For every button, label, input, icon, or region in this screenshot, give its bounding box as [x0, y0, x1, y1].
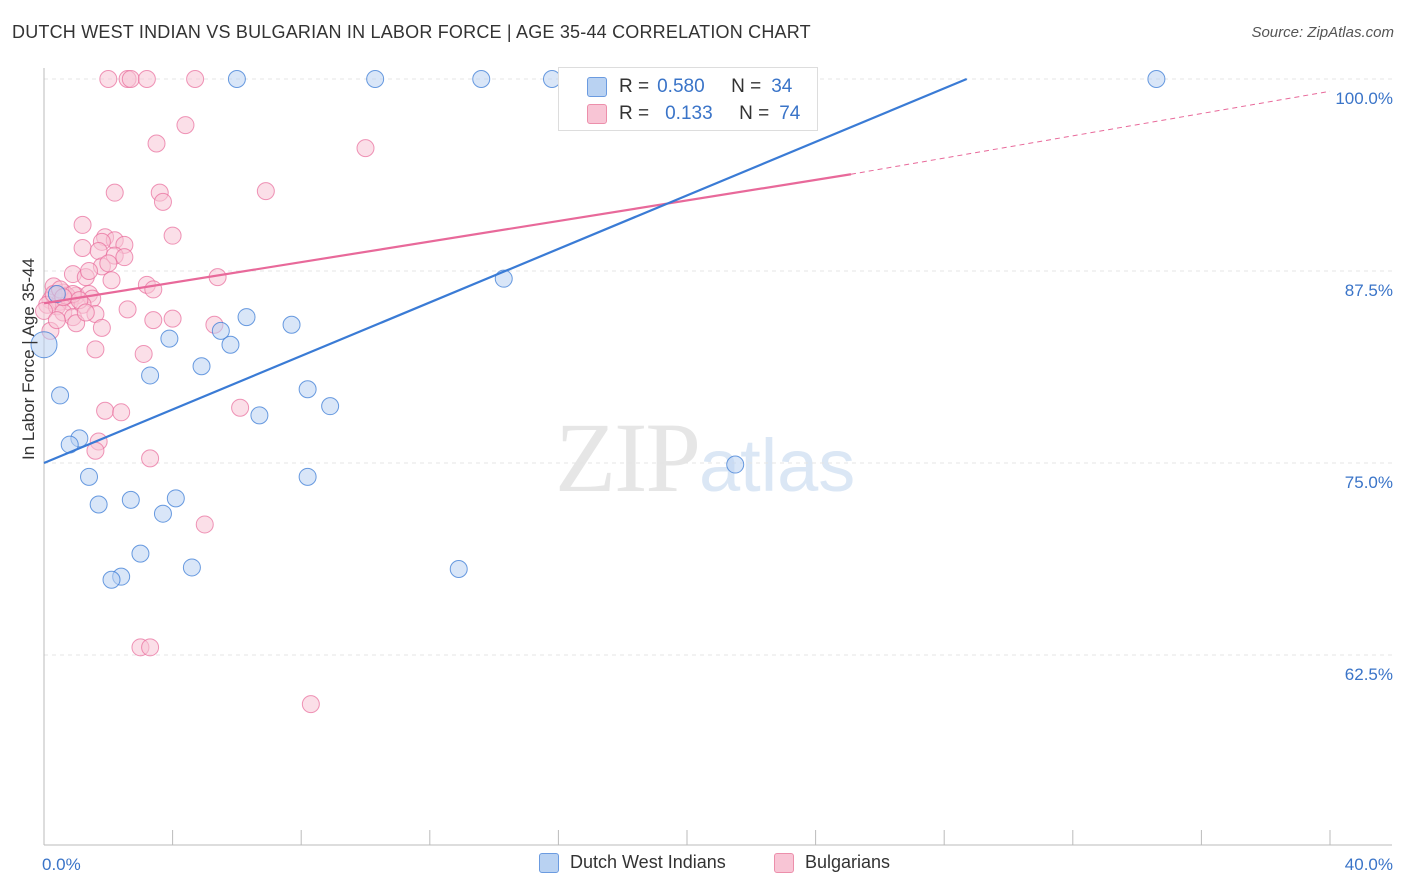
bulgarian-point: [99, 254, 118, 273]
legend-r-label: R =: [619, 103, 650, 124]
dutch-west-indian-point: [80, 467, 99, 486]
dutch-west-indian-point: [89, 495, 108, 514]
dutch-west-indian-point: [192, 357, 211, 376]
bulgarian-point: [118, 300, 137, 319]
bulgarian-point: [137, 70, 156, 88]
bulgarian-point: [176, 116, 195, 135]
bulgarian-point: [186, 70, 205, 88]
dutch-west-indian-trend-line: [43, 77, 968, 465]
bulgarian-point: [121, 70, 140, 88]
bulgarian-point: [144, 280, 163, 299]
bulgarian-point: [144, 311, 163, 330]
legend-n-label: N =: [739, 103, 770, 124]
source-label: Source: ZipAtlas.com: [1251, 24, 1394, 41]
bulgarian-point: [147, 134, 166, 153]
bulgarian-point: [96, 401, 115, 420]
bulgarian-point: [153, 192, 172, 211]
legend-n-label: N =: [731, 76, 762, 97]
dutch-west-indian-point: [726, 455, 745, 474]
bottom-legend: Dutch West Indians Bulgarians: [0, 852, 1406, 880]
dutch-west-indian-point: [47, 285, 66, 304]
dutch-west-indian-point: [166, 489, 185, 508]
watermark-atlas: atlas: [699, 424, 856, 507]
legend-row-bulgarian: R = 0.133 N = 74: [559, 100, 800, 128]
bulgarian-point: [102, 271, 121, 290]
dutch-west-indian-point: [51, 386, 70, 405]
legend-swatch-pink: [587, 104, 607, 124]
bulgarian-point: [163, 309, 182, 328]
dutch-west-indian-point: [211, 321, 230, 340]
dutch-west-indian-point: [121, 490, 140, 509]
bulgarian-point: [141, 638, 160, 657]
dutch-west-indian-point: [298, 467, 317, 486]
legend-row-dutch: R = 0.580 N = 34: [559, 73, 792, 101]
bulgarian-point: [76, 303, 95, 322]
bulgarian-point: [92, 318, 111, 337]
dutch-west-indian-point: [221, 335, 240, 354]
watermark: ZIPatlas: [555, 400, 855, 515]
bulgarian-point: [99, 70, 118, 88]
legend-r-value: 0.133: [665, 103, 713, 124]
legend-r-label: R =: [619, 76, 650, 97]
y-tick-label: 87.5%: [1345, 281, 1393, 300]
dutch-west-indian-point: [102, 570, 121, 589]
bottom-legend-bulgarian: Bulgarians: [774, 852, 890, 873]
bulgarian-point: [163, 226, 182, 245]
y-tick-label: 100.0%: [1335, 89, 1393, 108]
dutch-west-indian-point: [449, 559, 468, 578]
bulgarian-point: [47, 311, 66, 330]
legend-n-value: 74: [779, 103, 801, 124]
bottom-legend-label-dutch: Dutch West Indians: [570, 852, 726, 872]
bulgarian-point: [86, 340, 105, 359]
bulgarian-point: [195, 515, 214, 534]
dutch-west-indian-point: [1147, 70, 1166, 88]
bulgarian-point: [231, 398, 250, 417]
bulgarian-point: [112, 403, 131, 422]
legend-r-value: 0.580: [657, 76, 705, 97]
dutch-west-indian-point: [472, 70, 491, 88]
bulgarian-point: [256, 182, 275, 201]
dutch-west-indian-point: [298, 380, 317, 399]
bulgarian-point: [80, 262, 99, 280]
bottom-legend-swatch-blue: [539, 852, 559, 873]
dutch-west-indian-point: [131, 544, 150, 563]
dutch-west-indian-point: [160, 329, 179, 348]
bulgarian-point: [105, 183, 124, 202]
legend-n-value: 34: [771, 76, 793, 97]
y-tick-label: 62.5%: [1345, 665, 1393, 684]
chart-title: DUTCH WEST INDIAN VS BULGARIAN IN LABOR …: [12, 22, 811, 42]
legend-swatch-blue: [587, 77, 607, 97]
x-tick-label: 40.0%: [1345, 855, 1393, 874]
bulgarian-trend-line: [43, 173, 852, 305]
bulgarian-point: [134, 344, 153, 363]
dutch-west-indian-point: [237, 308, 256, 327]
dutch-west-indian-point: [153, 504, 172, 523]
legend-box: R = 0.580 N = 34 R = 0.133 N = 74: [558, 67, 818, 131]
dutch-west-indian-point: [250, 406, 269, 425]
bottom-legend-dutch: Dutch West Indians: [539, 852, 726, 873]
bulgarian-point: [73, 238, 92, 257]
bulgarian-point: [141, 449, 160, 468]
bulgarian-point: [73, 215, 92, 234]
bulgarian-point: [301, 695, 320, 714]
bottom-legend-swatch-pink: [774, 852, 794, 873]
dutch-west-indian-point: [141, 366, 160, 385]
y-tick-label: 75.0%: [1345, 473, 1393, 492]
dutch-west-indian-point: [227, 70, 246, 88]
dutch-west-indian-point: [182, 558, 201, 577]
bulgarian-trend-extension: [850, 90, 1331, 175]
bulgarian-point: [115, 248, 134, 267]
dutch-west-indian-point: [282, 315, 301, 334]
dutch-west-indian-point: [366, 70, 385, 88]
bulgarian-point: [356, 139, 375, 158]
watermark-zip: ZIP: [555, 402, 701, 513]
dutch-west-indian-point: [321, 397, 340, 416]
bottom-legend-label-bulgarian: Bulgarians: [805, 852, 891, 872]
y-axis-label: In Labor Force | Age 35-44: [19, 258, 38, 460]
x-tick-label: 0.0%: [42, 855, 81, 874]
dutch-west-indian-point: [30, 331, 58, 359]
